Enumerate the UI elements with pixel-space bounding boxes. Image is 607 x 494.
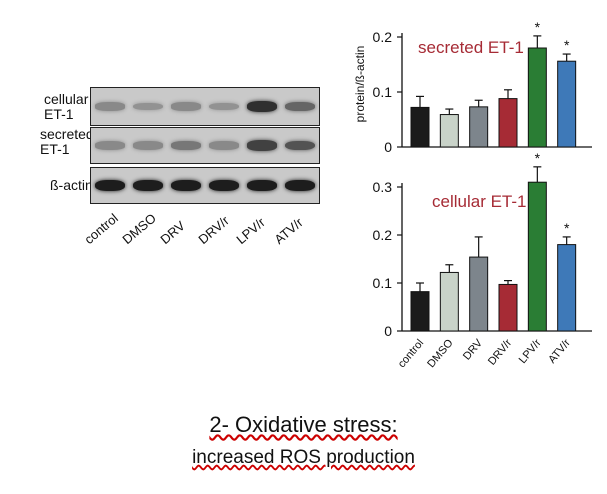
blot-band <box>247 179 277 192</box>
blot-band <box>285 140 315 151</box>
blot-band <box>209 102 239 111</box>
x-tick-label: ATV/r <box>546 337 573 366</box>
blot-row-label-cellular: cellular ET-1 <box>44 91 89 122</box>
blot-band <box>95 141 125 150</box>
significance-marker: * <box>535 19 541 35</box>
blot-row-label-actin: ß-actin <box>50 177 93 193</box>
x-tick-label: LPV/r <box>517 337 544 366</box>
blot-band <box>209 141 239 150</box>
blot-band <box>133 102 163 111</box>
blot-band <box>133 179 163 192</box>
chart-title: cellular ET-1 <box>432 192 526 211</box>
blot-band <box>285 179 315 192</box>
bar <box>469 106 489 148</box>
blot-band <box>133 141 163 150</box>
bar <box>410 106 430 148</box>
blot-band <box>247 140 277 151</box>
significance-marker: * <box>564 220 570 236</box>
blot-panel-cellular <box>90 87 320 126</box>
blot-band <box>95 102 125 111</box>
slide-subtitle: increased ROS production <box>192 447 415 468</box>
y-tick-label: 0 <box>384 139 392 155</box>
blot-band <box>171 102 201 111</box>
blot-band <box>247 100 277 113</box>
bar <box>557 60 577 148</box>
bar <box>527 181 547 332</box>
bar <box>439 271 459 332</box>
bar <box>498 283 518 332</box>
chart-title: secreted ET-1 <box>418 38 524 57</box>
y-tick-label: 0.3 <box>373 179 393 195</box>
blot-band <box>171 141 201 150</box>
blot-band <box>171 179 201 192</box>
significance-marker: * <box>564 37 570 53</box>
bar-charts: 0 0.1 0.2 protein/ß-actin secreted ET-1 * * 0 0.… <box>353 19 592 370</box>
y-tick-label: 0.2 <box>373 29 393 45</box>
x-tick-label: control <box>396 337 426 370</box>
blot-row-label-secreted: secreted ET-1 <box>40 126 94 157</box>
blot-band <box>285 101 315 112</box>
bar <box>498 98 518 148</box>
x-tick-label: DRV <box>461 337 485 363</box>
x-tick-label: DMSO <box>425 337 456 370</box>
y-tick-label: 0.1 <box>373 84 393 100</box>
y-tick-label: 0.1 <box>373 275 393 291</box>
bar <box>410 291 430 332</box>
bar <box>557 244 577 332</box>
y-tick-label: 0.2 <box>373 227 393 243</box>
significance-marker: * <box>535 150 541 166</box>
blot-band <box>95 179 125 192</box>
x-tick-label: DRV/r <box>486 337 515 368</box>
y-tick-label: 0 <box>384 323 392 339</box>
blot-panel-secreted <box>90 127 320 164</box>
bar <box>439 114 459 148</box>
bar <box>469 256 489 332</box>
slide-title: 2- Oxidative stress: <box>209 412 398 437</box>
blot-panel-actin <box>90 167 320 204</box>
blot-band <box>209 179 239 192</box>
bar <box>527 47 547 148</box>
y-axis-label: protein/ß-actin <box>353 46 367 123</box>
